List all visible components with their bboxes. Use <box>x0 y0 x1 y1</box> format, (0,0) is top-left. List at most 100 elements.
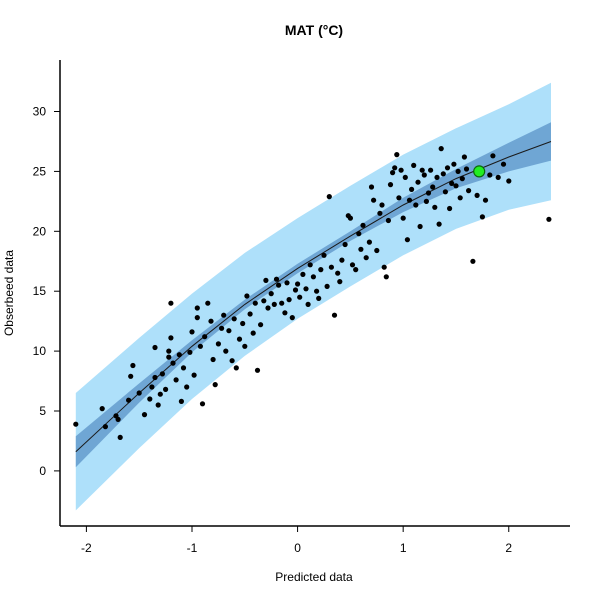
data-point <box>398 167 404 173</box>
prediction-band <box>75 82 552 511</box>
data-point <box>444 165 451 171</box>
data-point <box>208 318 214 324</box>
data-point <box>356 231 362 237</box>
data-point <box>289 315 295 321</box>
data-point <box>73 421 79 427</box>
data-point <box>163 386 169 392</box>
data-point <box>440 171 446 177</box>
data-point <box>449 180 455 186</box>
data-point <box>155 402 161 408</box>
data-point <box>447 205 453 212</box>
data-point <box>423 198 429 204</box>
data-point <box>457 195 463 201</box>
data-point <box>258 322 264 328</box>
data-point <box>495 174 501 180</box>
data-point <box>147 396 153 402</box>
data-point <box>425 190 432 196</box>
data-point <box>244 293 250 299</box>
data-point <box>252 300 258 306</box>
data-point <box>390 170 396 176</box>
data-point <box>383 274 389 280</box>
y-tick-label: 25 <box>33 164 47 178</box>
data-point <box>339 257 345 263</box>
x-tick-label: 1 <box>400 541 407 555</box>
data-point <box>337 279 343 285</box>
data-point <box>136 390 142 396</box>
data-point <box>310 274 316 280</box>
data-point <box>379 202 385 208</box>
confidence-band <box>75 122 552 468</box>
data-point <box>451 161 457 167</box>
data-point <box>210 356 216 363</box>
data-point <box>303 286 309 292</box>
data-point <box>430 184 436 190</box>
data-point <box>282 310 288 316</box>
data-point <box>328 264 334 270</box>
data-point <box>279 300 285 306</box>
data-point <box>170 360 176 366</box>
data-point <box>202 334 208 340</box>
y-tick-label: 5 <box>39 404 46 418</box>
data-point <box>231 316 237 322</box>
data-point <box>421 172 427 178</box>
data-point <box>371 197 377 203</box>
data-point <box>191 372 197 378</box>
x-axis-label: Predicted data <box>275 570 353 584</box>
data-point <box>166 354 172 360</box>
y-tick-label: 10 <box>33 344 47 358</box>
data-point <box>284 280 290 286</box>
data-point <box>406 197 413 203</box>
data-point <box>141 412 148 418</box>
data-point <box>409 186 415 192</box>
data-point <box>360 222 366 228</box>
data-point <box>152 344 158 351</box>
y-tick-label: 20 <box>33 224 47 238</box>
data-point <box>115 416 121 422</box>
data-point <box>396 195 402 201</box>
data-point <box>419 167 425 173</box>
data-point <box>233 365 239 371</box>
x-tick-label: 0 <box>294 541 301 555</box>
data-point <box>199 401 206 407</box>
data-point <box>126 397 132 403</box>
data-point <box>247 311 253 317</box>
data-point <box>436 221 442 227</box>
data-point <box>316 295 322 301</box>
data-point <box>470 258 476 264</box>
data-point <box>292 287 299 293</box>
data-point <box>363 255 369 261</box>
data-point <box>490 153 496 159</box>
highlight-layer <box>473 165 486 178</box>
data-point <box>417 223 423 230</box>
data-point <box>268 291 274 297</box>
data-point <box>438 146 444 152</box>
data-point <box>221 312 227 318</box>
data-point <box>404 237 410 243</box>
data-point <box>546 216 552 222</box>
data-point <box>432 204 438 210</box>
data-point <box>99 406 105 412</box>
data-point <box>387 182 394 188</box>
data-point <box>415 179 421 185</box>
data-point <box>236 336 243 342</box>
data-point <box>374 247 380 254</box>
data-point <box>102 424 108 430</box>
data-point <box>402 174 408 180</box>
data-point <box>342 241 348 248</box>
data-point <box>324 283 330 289</box>
data-point <box>349 262 356 268</box>
chart-title: MAT (°C) <box>285 22 343 38</box>
data-point <box>453 183 459 189</box>
data-point <box>377 210 383 216</box>
data-point <box>242 343 248 349</box>
data-point <box>300 271 306 277</box>
data-point <box>157 391 163 397</box>
x-tick-label: -2 <box>81 541 92 555</box>
data-point <box>130 362 136 369</box>
data-point <box>149 384 155 390</box>
y-axis-label: Obserbeed data <box>2 250 16 336</box>
data-point <box>226 328 232 334</box>
data-point <box>347 215 353 221</box>
data-point <box>263 277 269 283</box>
